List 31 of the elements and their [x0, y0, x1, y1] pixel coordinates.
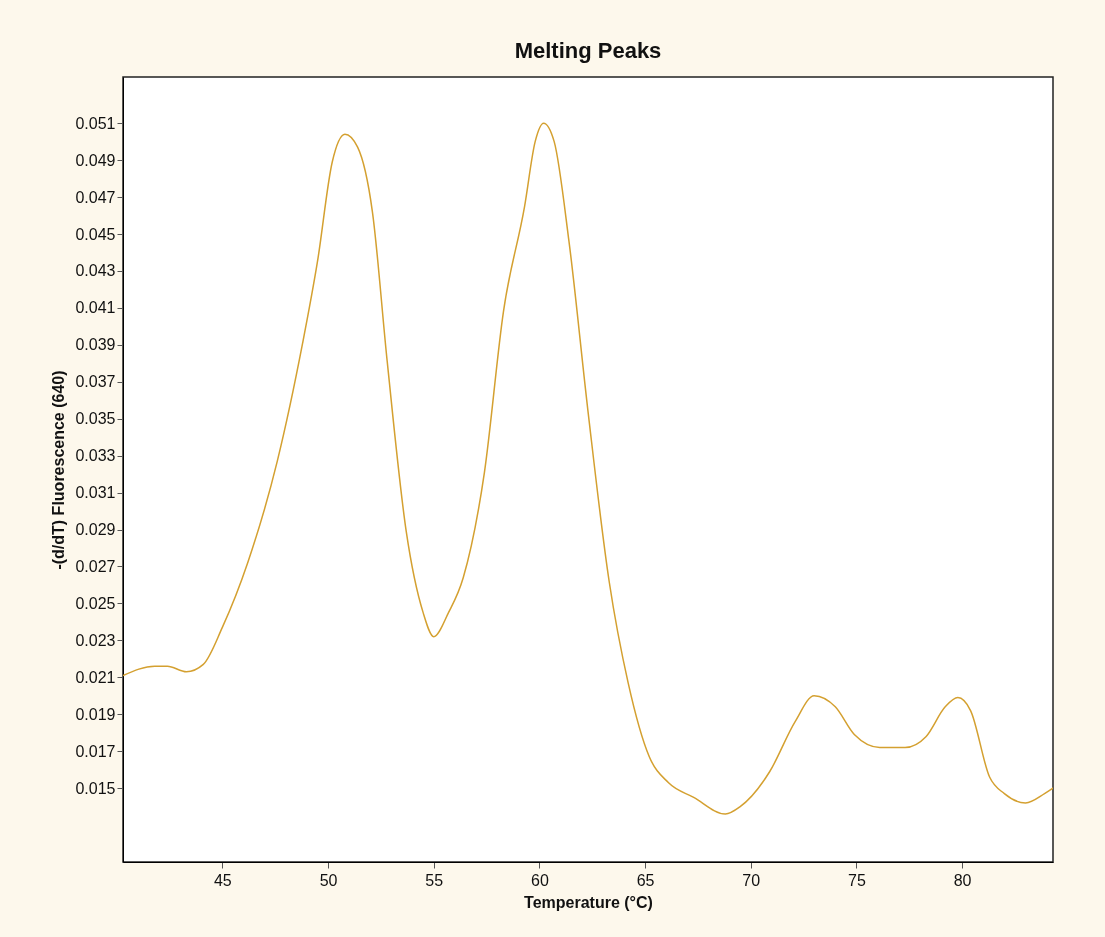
chart-title: Melting Peaks: [514, 38, 662, 63]
y-tick-label: 0.037: [75, 373, 116, 391]
y-tick-label: 0.023: [75, 631, 116, 649]
y-tick-label: 0.045: [75, 225, 116, 243]
y-tick-label: 0.019: [75, 705, 116, 723]
y-tick-label: 0.043: [75, 262, 116, 280]
y-tick-label: 0.049: [75, 151, 116, 169]
y-tick-label: 0.047: [75, 188, 116, 206]
y-tick-label: 0.029: [75, 521, 116, 539]
x-tick-label: 45: [213, 871, 232, 889]
x-tick-label: 60: [530, 871, 549, 889]
x-axis-title: Temperature (°C): [524, 893, 653, 911]
x-tick-label: 75: [848, 871, 866, 889]
line-series: [123, 122, 1053, 815]
y-tick-label: 0.025: [75, 594, 116, 612]
y-tick-label: 0.033: [75, 447, 116, 465]
x-tick-label: 80: [953, 871, 972, 889]
x-tick-label: 55: [425, 871, 444, 889]
y-tick-label: 0.041: [75, 299, 116, 317]
x-tick-label: 50: [319, 871, 338, 889]
y-axis-title: -(d/dT) Fluorescence (640): [50, 370, 68, 570]
y-tick-label: 0.017: [75, 742, 116, 760]
x-tick-label: 65: [636, 871, 655, 889]
y-tick-label: 0.015: [75, 779, 116, 797]
y-tick-label: 0.031: [75, 484, 116, 502]
x-tick-label: 70: [742, 871, 761, 889]
y-tick-label: 0.051: [75, 114, 116, 132]
y-tick-label: 0.021: [75, 668, 116, 686]
y-tick-label: 0.039: [75, 336, 116, 354]
y-tick-label: 0.027: [75, 557, 116, 575]
y-tick-label: 0.035: [75, 410, 116, 428]
